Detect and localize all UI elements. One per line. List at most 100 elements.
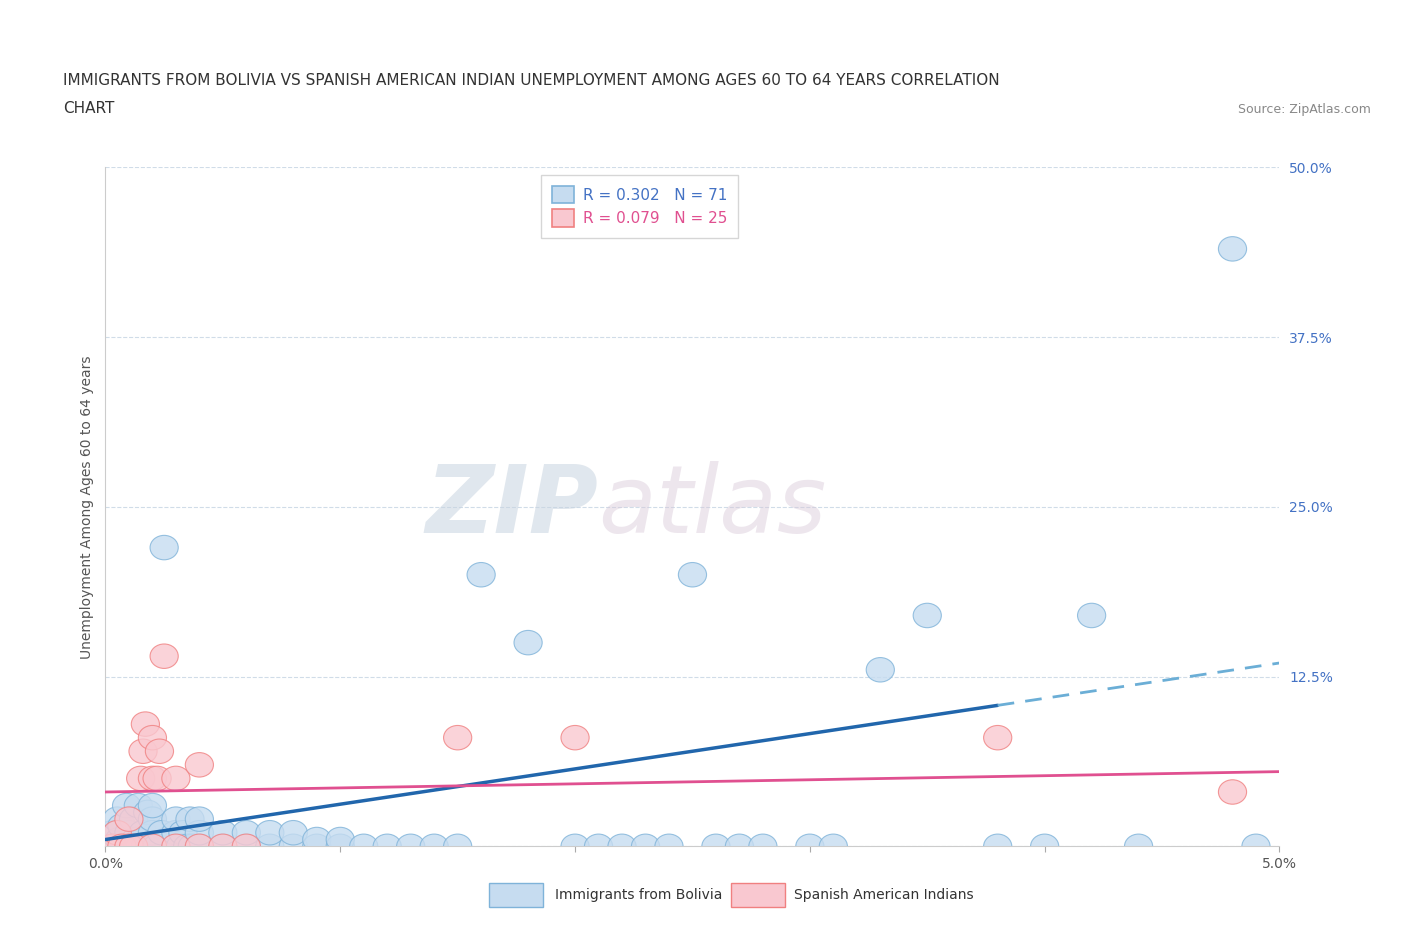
Ellipse shape bbox=[396, 834, 425, 858]
Ellipse shape bbox=[179, 834, 207, 858]
Text: CHART: CHART bbox=[63, 101, 115, 116]
Ellipse shape bbox=[108, 814, 136, 838]
Ellipse shape bbox=[110, 834, 138, 858]
Ellipse shape bbox=[103, 807, 131, 831]
Ellipse shape bbox=[655, 834, 683, 858]
Ellipse shape bbox=[725, 834, 754, 858]
Ellipse shape bbox=[232, 820, 260, 845]
Ellipse shape bbox=[256, 834, 284, 858]
Ellipse shape bbox=[232, 834, 260, 858]
Ellipse shape bbox=[108, 834, 136, 858]
Ellipse shape bbox=[607, 834, 636, 858]
Ellipse shape bbox=[984, 834, 1012, 858]
Ellipse shape bbox=[585, 834, 613, 858]
Ellipse shape bbox=[112, 793, 141, 817]
Ellipse shape bbox=[912, 604, 942, 628]
Legend: R = 0.302   N = 71, R = 0.079   N = 25: R = 0.302 N = 71, R = 0.079 N = 25 bbox=[541, 175, 738, 238]
Text: ZIP: ZIP bbox=[426, 461, 599, 552]
Ellipse shape bbox=[134, 800, 162, 825]
Ellipse shape bbox=[162, 766, 190, 790]
Ellipse shape bbox=[138, 807, 166, 831]
Ellipse shape bbox=[280, 834, 308, 858]
Ellipse shape bbox=[186, 820, 214, 845]
Ellipse shape bbox=[115, 820, 143, 845]
Ellipse shape bbox=[186, 807, 214, 831]
Ellipse shape bbox=[131, 711, 159, 737]
Text: Source: ZipAtlas.com: Source: ZipAtlas.com bbox=[1237, 103, 1371, 116]
Ellipse shape bbox=[138, 820, 166, 845]
Ellipse shape bbox=[122, 828, 150, 852]
Ellipse shape bbox=[208, 834, 238, 858]
Ellipse shape bbox=[420, 834, 449, 858]
Ellipse shape bbox=[173, 834, 201, 858]
Ellipse shape bbox=[443, 725, 472, 750]
Y-axis label: Unemployment Among Ages 60 to 64 years: Unemployment Among Ages 60 to 64 years bbox=[80, 355, 94, 658]
Ellipse shape bbox=[631, 834, 659, 858]
Ellipse shape bbox=[162, 834, 190, 858]
Ellipse shape bbox=[820, 834, 848, 858]
Ellipse shape bbox=[162, 807, 190, 831]
Ellipse shape bbox=[145, 739, 173, 764]
Ellipse shape bbox=[120, 807, 148, 831]
Ellipse shape bbox=[561, 834, 589, 858]
Ellipse shape bbox=[702, 834, 730, 858]
Ellipse shape bbox=[280, 820, 308, 845]
Ellipse shape bbox=[148, 820, 176, 845]
Ellipse shape bbox=[678, 563, 707, 587]
Ellipse shape bbox=[138, 793, 166, 817]
Ellipse shape bbox=[1219, 236, 1247, 261]
Ellipse shape bbox=[115, 807, 143, 831]
Ellipse shape bbox=[186, 834, 214, 858]
Ellipse shape bbox=[129, 820, 157, 845]
Ellipse shape bbox=[208, 834, 238, 858]
Ellipse shape bbox=[326, 834, 354, 858]
Ellipse shape bbox=[373, 834, 401, 858]
Ellipse shape bbox=[129, 739, 157, 764]
Ellipse shape bbox=[115, 834, 143, 858]
Ellipse shape bbox=[1219, 779, 1247, 804]
Ellipse shape bbox=[138, 725, 166, 750]
Ellipse shape bbox=[467, 563, 495, 587]
Ellipse shape bbox=[127, 766, 155, 790]
Ellipse shape bbox=[138, 834, 166, 858]
Ellipse shape bbox=[232, 834, 260, 858]
Ellipse shape bbox=[749, 834, 778, 858]
Ellipse shape bbox=[208, 820, 238, 845]
Ellipse shape bbox=[302, 834, 330, 858]
Ellipse shape bbox=[103, 820, 131, 845]
Ellipse shape bbox=[326, 828, 354, 852]
Ellipse shape bbox=[115, 834, 143, 858]
Ellipse shape bbox=[127, 834, 155, 858]
Ellipse shape bbox=[143, 834, 172, 858]
Ellipse shape bbox=[143, 766, 172, 790]
Ellipse shape bbox=[302, 828, 330, 852]
Ellipse shape bbox=[131, 834, 159, 858]
Ellipse shape bbox=[1077, 604, 1105, 628]
Ellipse shape bbox=[138, 834, 166, 858]
Text: IMMIGRANTS FROM BOLIVIA VS SPANISH AMERICAN INDIAN UNEMPLOYMENT AMONG AGES 60 TO: IMMIGRANTS FROM BOLIVIA VS SPANISH AMERI… bbox=[63, 73, 1000, 88]
Ellipse shape bbox=[443, 834, 472, 858]
Ellipse shape bbox=[186, 834, 214, 858]
Ellipse shape bbox=[256, 820, 284, 845]
Ellipse shape bbox=[120, 834, 148, 858]
Ellipse shape bbox=[150, 536, 179, 560]
Ellipse shape bbox=[866, 658, 894, 682]
Text: Immigrants from Bolivia: Immigrants from Bolivia bbox=[555, 887, 723, 902]
Text: atlas: atlas bbox=[599, 461, 827, 552]
Ellipse shape bbox=[350, 834, 378, 858]
Ellipse shape bbox=[98, 820, 127, 845]
Ellipse shape bbox=[1031, 834, 1059, 858]
Ellipse shape bbox=[176, 807, 204, 831]
Ellipse shape bbox=[796, 834, 824, 858]
Ellipse shape bbox=[138, 766, 166, 790]
Ellipse shape bbox=[984, 725, 1012, 750]
Ellipse shape bbox=[1125, 834, 1153, 858]
Ellipse shape bbox=[186, 752, 214, 777]
Ellipse shape bbox=[105, 828, 134, 852]
Ellipse shape bbox=[162, 834, 190, 858]
Ellipse shape bbox=[162, 820, 190, 845]
Ellipse shape bbox=[515, 631, 543, 655]
Ellipse shape bbox=[561, 725, 589, 750]
Ellipse shape bbox=[166, 834, 194, 858]
Ellipse shape bbox=[169, 820, 197, 845]
